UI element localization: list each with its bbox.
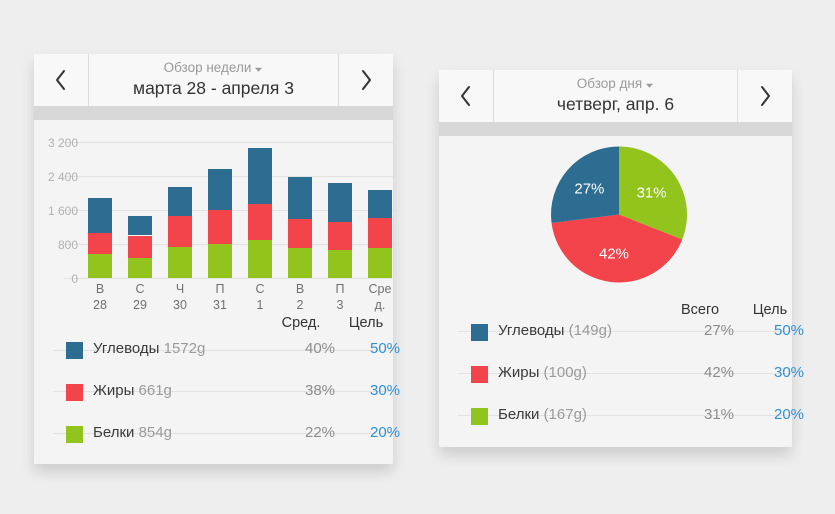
svg-text:31%: 31% [637, 184, 667, 201]
svg-text:42%: 42% [599, 246, 629, 263]
svg-text:27%: 27% [574, 180, 604, 197]
